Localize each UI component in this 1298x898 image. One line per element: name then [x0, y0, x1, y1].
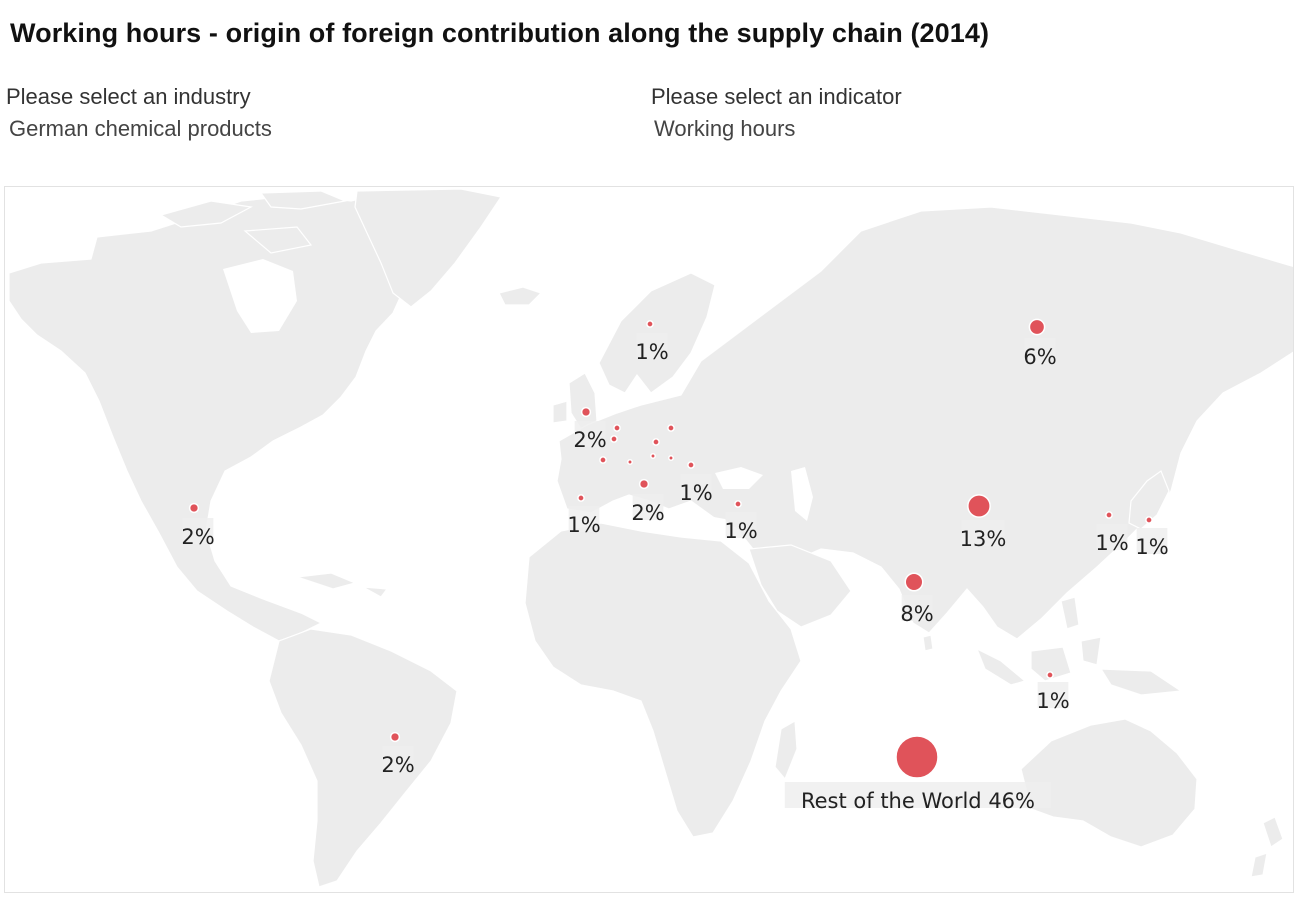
map-marker-label-japan: 1%: [1135, 535, 1168, 559]
caribbean-islands: [296, 572, 389, 598]
map-marker-label-bg-uk: [574, 421, 606, 447]
map-marker-romania[interactable]: [687, 461, 695, 469]
map-marker-label-bg-spain: [568, 506, 600, 532]
map-marker-korea[interactable]: [1105, 511, 1113, 519]
map-marker-label-bg-romania: [680, 474, 712, 500]
map-marker-sweden[interactable]: [646, 320, 654, 328]
map-marker-label-bg-usa: [182, 518, 214, 544]
madagascar: [774, 720, 798, 781]
page-title: Working hours - origin of foreign contri…: [10, 18, 990, 48]
world-map[interactable]: 2% 2% 1% 2% 1% 1% 2% 1% 6% 13% 8% 1% 1% 1% Rest of the…: [4, 186, 1294, 893]
map-marker-label-indonesia: 1%: [1036, 689, 1069, 713]
map-marker-austria[interactable]: [650, 453, 656, 459]
map-marker-label-romania: 1%: [679, 481, 712, 505]
africa-landmass: [524, 522, 802, 838]
map-marker-france[interactable]: [599, 456, 607, 464]
map-marker-label-india: 8%: [900, 602, 933, 626]
map-marker-japan[interactable]: [1145, 516, 1153, 524]
map-marker-india[interactable]: [904, 572, 924, 592]
british-isles: [552, 372, 598, 430]
map-marker-label-bg-japan: [1136, 528, 1168, 554]
map-marker-label-bg-sweden: [636, 333, 668, 359]
map-marker-label-china: 13%: [960, 527, 1007, 551]
greenland-landmass: [354, 188, 502, 308]
map-marker-label-turkey: 1%: [724, 519, 757, 543]
indicator-filter-label: Please select an indicator: [651, 84, 902, 109]
mediterranean-sea: [597, 501, 737, 533]
map-marker-label-bg-rest-of-world: [784, 782, 1052, 808]
north-america-landmass: [8, 190, 472, 642]
map-marker-label-uk: 2%: [573, 428, 606, 452]
new-zealand: [1250, 816, 1284, 878]
map-marker-turkey[interactable]: [734, 500, 742, 508]
map-marker-switzerland[interactable]: [627, 459, 633, 465]
southeast-asia-islands: [975, 596, 1183, 696]
map-marker-spain[interactable]: [577, 494, 585, 502]
indicator-select[interactable]: Working hours: [654, 116, 796, 141]
map-marker-russia[interactable]: [1028, 318, 1046, 336]
map-marker-rest-of-world[interactable]: [895, 735, 939, 779]
map-marker-poland[interactable]: [667, 424, 675, 432]
indicator-filter[interactable]: Please select an indicator Working hours: [651, 84, 902, 142]
map-marker-uk[interactable]: [580, 406, 592, 418]
map-marker-label-rest-of-world: Rest of the World 46%: [801, 789, 1035, 813]
map-marker-label-bg-brazil: [382, 746, 414, 772]
caspian-sea: [791, 467, 813, 521]
map-marker-belgium[interactable]: [610, 435, 618, 443]
map-marker-label-bg-china: [961, 520, 1005, 546]
map-marker-label-korea: 1%: [1095, 531, 1128, 555]
map-marker-label-bg-russia: [1024, 338, 1056, 364]
map-canvas[interactable]: 2% 2% 1% 2% 1% 1% 2% 1% 6% 13% 8% 1% 1% 1% Rest of the…: [5, 187, 1293, 892]
map-marker-china[interactable]: [967, 494, 991, 518]
map-marker-label-brazil: 2%: [381, 753, 414, 777]
map-marker-label-bg-turkey: [725, 512, 757, 538]
industry-select[interactable]: German chemical products: [9, 116, 272, 141]
map-marker-label-bg-korea: [1096, 524, 1128, 550]
map-marker-label-russia: 6%: [1023, 345, 1056, 369]
south-america-landmass: [268, 628, 458, 888]
arabian-peninsula: [748, 544, 852, 628]
map-marker-label-usa: 2%: [181, 525, 214, 549]
map-marker-label-spain: 1%: [567, 513, 600, 537]
map-marker-label-italy: 2%: [631, 501, 664, 525]
map-marker-hungary[interactable]: [668, 455, 674, 461]
map-marker-italy[interactable]: [638, 478, 650, 490]
sri-lanka: [922, 634, 934, 652]
industry-filter[interactable]: Please select an industry German chemica…: [6, 84, 272, 142]
hudson-bay: [223, 259, 297, 333]
marker-layer[interactable]: 2% 2% 1% 2% 1% 1% 2% 1% 6% 13% 8% 1% 1% 1% Rest of the…: [181, 318, 1169, 813]
map-marker-usa[interactable]: [188, 502, 200, 514]
map-marker-label-bg-italy: [632, 494, 664, 520]
japan-islands: [1128, 470, 1170, 530]
map-marker-czechia[interactable]: [652, 438, 660, 446]
industry-filter-label: Please select an industry: [6, 84, 251, 109]
black-sea: [715, 467, 763, 489]
australia-landmass: [1020, 718, 1198, 848]
iceland: [498, 286, 543, 306]
map-marker-label-bg-indonesia: [1037, 682, 1069, 708]
arctic-islands: [159, 190, 348, 254]
map-marker-label-sweden: 1%: [635, 340, 668, 364]
map-marker-indonesia[interactable]: [1046, 671, 1054, 679]
map-marker-label-bg-india: [901, 595, 933, 621]
map-marker-germany-west[interactable]: [613, 424, 621, 432]
map-marker-brazil[interactable]: [389, 731, 401, 743]
